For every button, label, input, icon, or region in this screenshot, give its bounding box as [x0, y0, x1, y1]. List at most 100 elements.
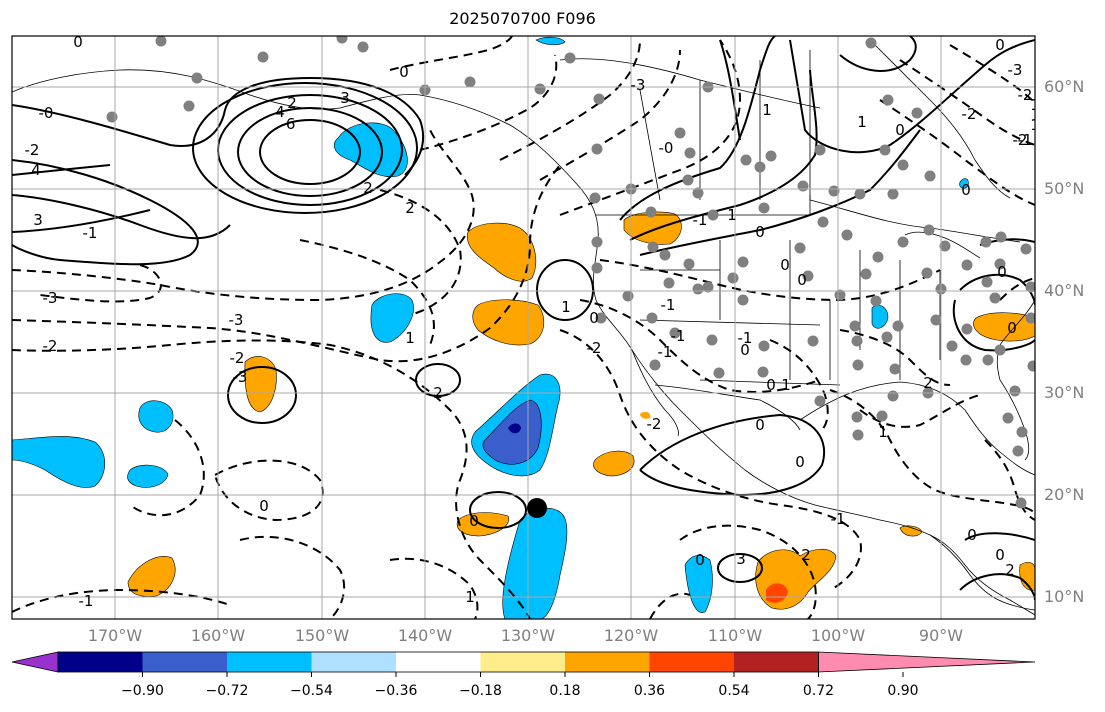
colorbar-segment: [311, 652, 397, 672]
orange-anomaly: [244, 356, 277, 413]
dashed-contours: [12, 36, 1035, 619]
colorbar-tick-label: 0.72: [802, 683, 835, 699]
dashed-contour: [239, 535, 346, 619]
orange-anomaly: [467, 222, 536, 282]
colorbar-tick-label: −0.72: [205, 683, 249, 699]
dashed-contour: [299, 239, 435, 346]
colorbar-tick-label: −0.36: [374, 683, 418, 699]
contour-label: -1: [79, 592, 94, 610]
map-frame: [11, 35, 1036, 620]
dashed-contour: [12, 339, 531, 619]
dashed-contour: [829, 389, 1035, 516]
graticule: [12, 36, 1035, 619]
contour-label: -2: [25, 141, 40, 159]
longitude-label: 100°W: [810, 626, 866, 645]
dashed-contour: [769, 339, 829, 433]
blue-anomaly: [127, 464, 169, 488]
station-markers: [106, 36, 1035, 509]
longitude-label: 120°W: [603, 626, 659, 645]
solid-contour: [12, 209, 151, 233]
colorbar-tick-label: 0.18: [549, 683, 581, 699]
solid-contour: [619, 36, 776, 221]
colorbar-tick-label: −0.18: [459, 683, 502, 699]
dashed-contour: [12, 164, 561, 363]
contour-label: -2: [962, 105, 977, 123]
dashed-contour: [859, 394, 981, 428]
contour-label: 0: [399, 63, 409, 81]
longitude-label: 140°W: [397, 626, 453, 645]
contour-label: -1: [1018, 131, 1033, 149]
contour-label: 1: [781, 376, 791, 394]
contour-label: -2: [43, 337, 58, 355]
contour-label: -2: [230, 349, 245, 367]
orange-anomaly: [127, 556, 176, 597]
colorbar: [11, 651, 1036, 677]
contour-label: -0: [39, 104, 54, 122]
dashed-contour: [129, 419, 205, 517]
shaded-field: [12, 36, 1035, 619]
contour-label: 2: [363, 179, 373, 197]
contour-label: 1: [857, 113, 867, 131]
dashed-contour: [539, 49, 681, 181]
contour-label: -0: [659, 139, 674, 157]
contour-label: 0: [755, 416, 765, 434]
dashed-contour: [39, 264, 162, 303]
dashed-contour: [389, 557, 479, 619]
latitude-label: 60°N: [1044, 77, 1085, 96]
dashed-contour: [984, 439, 1035, 521]
contour-label: 0: [740, 341, 750, 359]
colorbar-outline: [57, 651, 819, 673]
contour-label: 0: [1007, 319, 1017, 337]
province-lines: [639, 50, 811, 201]
contour-label: 0: [755, 223, 765, 241]
dashed-contour: [12, 588, 231, 613]
colorbar-segment: [58, 652, 143, 672]
contour-label: 1: [405, 329, 415, 347]
contour-label: 0: [766, 376, 776, 394]
colorbar-segment: [480, 652, 566, 672]
contour-label: 2: [287, 94, 297, 112]
dashed-contour: [839, 329, 951, 386]
blue-anomaly: [871, 305, 889, 329]
colorbar-segment: [565, 652, 650, 672]
solid-contour: [639, 413, 826, 497]
dashed-contour: [679, 524, 817, 619]
contour-label: -2: [1018, 86, 1033, 104]
contour-label: 1: [1030, 96, 1040, 114]
contour-label: -1: [693, 211, 708, 229]
orange-anomaly: [593, 450, 635, 477]
latitude-label: 30°N: [1044, 383, 1085, 402]
blue-anomaly: [535, 36, 566, 46]
blue-anomaly: [959, 178, 969, 189]
dashed-contour: [649, 592, 691, 619]
contour-label: -3: [233, 368, 248, 386]
contour-label: 0: [469, 512, 479, 530]
dashed-contour: [559, 329, 862, 591]
latitude-label: 10°N: [1044, 587, 1085, 606]
contour-label: 0: [589, 309, 599, 327]
dashed-contour: [899, 59, 1035, 146]
contour-label: 4: [275, 103, 285, 121]
contour-label: -1: [831, 510, 846, 528]
blue-anomaly-core: [508, 423, 521, 434]
solid-contour: [415, 363, 461, 397]
dashed-contour: [389, 36, 513, 71]
colorbar-segment: [142, 652, 228, 672]
dashed-contour: [214, 459, 324, 522]
longitude-label: 160°W: [190, 626, 246, 645]
solid-contour: [629, 69, 818, 241]
colorbar-tick-label: 0.54: [718, 683, 750, 699]
contour-label: 1: [878, 423, 888, 441]
colorbar-segment: [734, 652, 819, 672]
blue-anomaly: [502, 507, 568, 619]
orange-anomaly: [640, 411, 651, 419]
longitude-label: 110°W: [707, 626, 763, 645]
colorbar-extend-high: [818, 651, 1036, 673]
low-center-contour: [192, 82, 418, 214]
map-title: 2025070700 F096: [449, 9, 596, 28]
longitude-label: 90°W: [918, 626, 964, 645]
dashed-contour: [599, 259, 941, 302]
colorbar-tick-label: 0.36: [633, 683, 666, 699]
contour-label: 1: [1030, 116, 1040, 134]
contour-label: -2: [1013, 131, 1028, 149]
